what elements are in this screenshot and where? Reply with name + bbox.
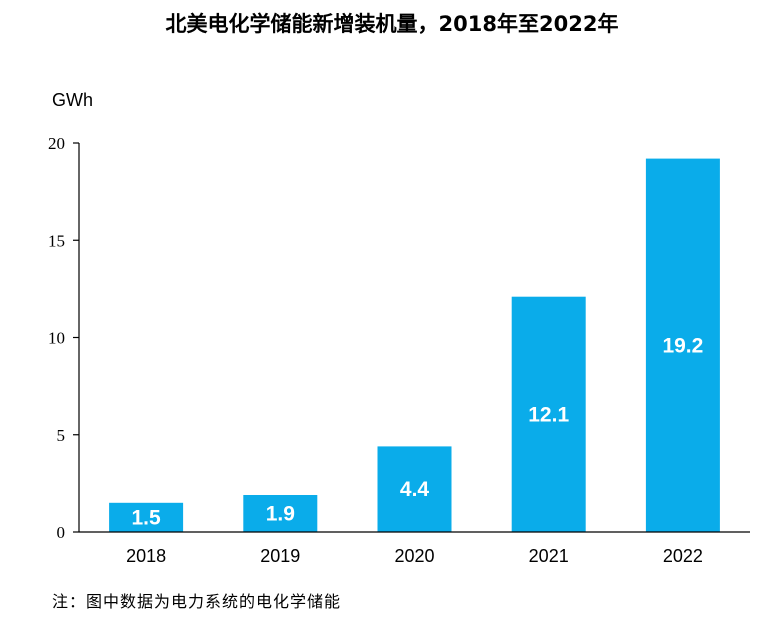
y-tick-label-20: 20 bbox=[48, 134, 65, 153]
x-tick-label-2022: 2022 bbox=[663, 546, 703, 566]
bar-value-label-2021: 12.1 bbox=[528, 403, 569, 426]
bar-2022 bbox=[645, 158, 720, 532]
y-tick-label-15: 15 bbox=[48, 231, 65, 250]
y-tick-label-5: 5 bbox=[57, 426, 66, 445]
bar-2019 bbox=[243, 495, 318, 532]
bar-2018 bbox=[109, 502, 184, 532]
bar-value-label-2019: 1.9 bbox=[266, 503, 295, 526]
bar-2020 bbox=[377, 446, 452, 532]
y-axis-unit-label: GWh bbox=[52, 90, 94, 110]
x-tick-label-2019: 2019 bbox=[260, 546, 300, 566]
bar-value-label-2020: 4.4 bbox=[400, 478, 430, 501]
bars-layer bbox=[109, 158, 720, 532]
x-tick-label-2018: 2018 bbox=[126, 546, 166, 566]
x-tick-label-2021: 2021 bbox=[529, 546, 569, 566]
chart-title: 北美电化学储能新增装机量，2018年至2022年 bbox=[165, 12, 619, 36]
footnote: 注：图中数据为电力系统的电化学储能 bbox=[52, 592, 342, 611]
bar-2021 bbox=[511, 296, 586, 532]
axes-layer bbox=[73, 142, 750, 533]
x-tick-label-2020: 2020 bbox=[394, 546, 434, 566]
y-tick-label-0: 0 bbox=[57, 523, 66, 542]
labels-layer: 1.5 2018 1.9 2019 4.4 2020 12.1 2021 19.2 2022 0 5 1… bbox=[48, 134, 703, 566]
bar-value-label-2018: 1.5 bbox=[131, 506, 161, 529]
y-tick-label-10: 10 bbox=[48, 329, 65, 348]
bar-value-label-2022: 19.2 bbox=[662, 334, 703, 357]
